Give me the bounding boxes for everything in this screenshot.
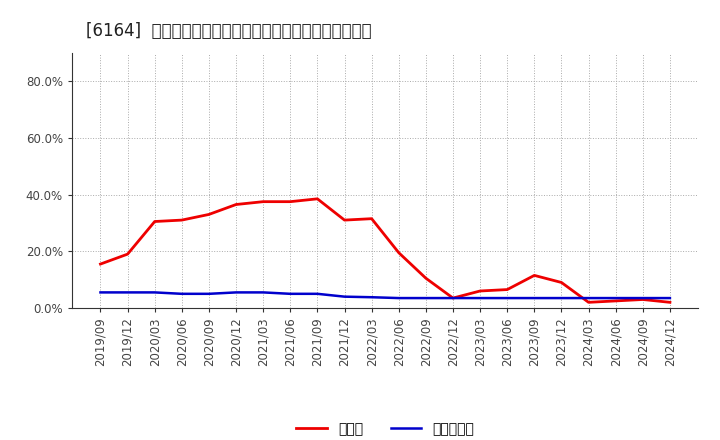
現頲金 xyxy=(178,217,186,223)
現頲金 xyxy=(259,199,268,204)
有利子負債 xyxy=(421,295,430,301)
有利子負債 xyxy=(557,295,566,301)
現頲金 xyxy=(286,199,294,204)
現頲金 xyxy=(313,196,322,202)
Line: 有利子負債: 有利子負債 xyxy=(101,293,670,298)
有利子負債 xyxy=(150,290,159,295)
現頲金 xyxy=(341,217,349,223)
現頲金 xyxy=(476,288,485,293)
現頲金 xyxy=(611,298,620,304)
現頲金 xyxy=(123,252,132,257)
有利子負債 xyxy=(584,295,593,301)
有利子負債 xyxy=(204,291,213,297)
有利子負債 xyxy=(286,291,294,297)
現頲金 xyxy=(367,216,376,221)
有利子負債 xyxy=(123,290,132,295)
有利子負債 xyxy=(232,290,240,295)
有利子負債 xyxy=(178,291,186,297)
有利子負債 xyxy=(530,295,539,301)
現頲金 xyxy=(232,202,240,207)
有利子負債 xyxy=(367,295,376,300)
現頲金 xyxy=(639,297,647,302)
現頲金 xyxy=(557,280,566,285)
有利子負債 xyxy=(313,291,322,297)
現頲金 xyxy=(503,287,511,292)
有利子負債 xyxy=(341,294,349,299)
有利子負債 xyxy=(665,295,674,301)
有利子負債 xyxy=(503,295,511,301)
現頲金 xyxy=(421,275,430,281)
現頲金 xyxy=(150,219,159,224)
現頲金 xyxy=(395,250,403,255)
現頲金 xyxy=(204,212,213,217)
有利子負債 xyxy=(449,295,457,301)
Legend: 現頲金, 有利子負債: 現頲金, 有利子負債 xyxy=(296,422,474,436)
現頲金 xyxy=(584,300,593,305)
有利子負債 xyxy=(259,290,268,295)
有利子負債 xyxy=(639,295,647,301)
有利子負債 xyxy=(96,290,105,295)
Text: [6164]  現頲金、有利子負債の総資産に対する比率の推移: [6164] 現頲金、有利子負債の総資産に対する比率の推移 xyxy=(86,22,372,40)
現頲金 xyxy=(530,273,539,278)
有利子負債 xyxy=(611,295,620,301)
現頲金 xyxy=(96,261,105,267)
有利子負債 xyxy=(476,295,485,301)
Line: 現頲金: 現頲金 xyxy=(101,199,670,302)
現頲金 xyxy=(665,300,674,305)
有利子負債 xyxy=(395,295,403,301)
現頲金 xyxy=(449,295,457,301)
